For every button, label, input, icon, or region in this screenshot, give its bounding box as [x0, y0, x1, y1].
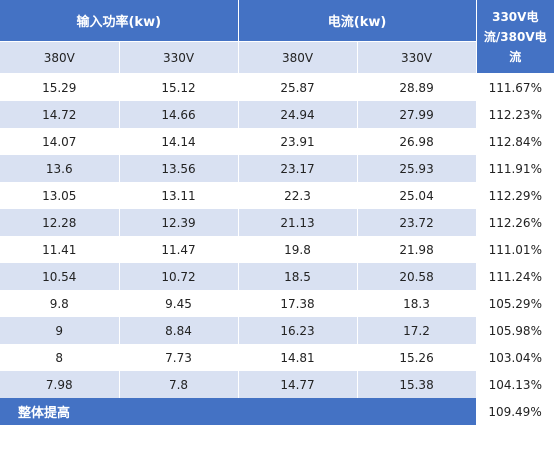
- current-330-cell: 27.99: [357, 101, 477, 128]
- ratio-cell: 103.04%: [476, 344, 554, 371]
- current-380-cell: 21.13: [238, 209, 358, 236]
- power-330-cell: 14.66: [119, 101, 239, 128]
- power-330-cell: 9.45: [119, 290, 239, 317]
- power-current-table: 输入功率(kw) 电流(kw) 330V电流/380V电流 380V 330V …: [0, 0, 554, 425]
- sub-header-current-380: 380V: [238, 41, 358, 74]
- table-row: 14.72 14.66 24.94 27.99 112.23%: [0, 101, 554, 128]
- current-380-cell: 23.91: [238, 128, 358, 155]
- table-row: 8 7.73 14.81 15.26 103.04%: [0, 344, 554, 371]
- current-380-cell: 25.87: [238, 73, 358, 101]
- input-power-header: 输入功率(kw): [0, 0, 239, 42]
- power-380-cell: 7.98: [0, 371, 120, 398]
- power-380-cell: 11.41: [0, 236, 120, 263]
- table-row: 15.29 15.12 25.87 28.89 111.67%: [0, 73, 554, 101]
- table-row: 14.07 14.14 23.91 26.98 112.84%: [0, 128, 554, 155]
- table-row: 9.8 9.45 17.38 18.3 105.29%: [0, 290, 554, 317]
- table-row: 13.05 13.11 22.3 25.04 112.29%: [0, 182, 554, 209]
- current-380-cell: 14.77: [238, 371, 358, 398]
- current-330-cell: 15.26: [357, 344, 477, 371]
- ratio-header: 330V电流/380V电流: [476, 0, 554, 74]
- ratio-cell: 112.26%: [476, 209, 554, 236]
- power-380-cell: 10.54: [0, 263, 120, 290]
- ratio-cell: 104.13%: [476, 371, 554, 398]
- current-330-cell: 18.3: [357, 290, 477, 317]
- current-380-cell: 22.3: [238, 182, 358, 209]
- ratio-cell: 112.29%: [476, 182, 554, 209]
- power-330-cell: 13.11: [119, 182, 239, 209]
- power-380-cell: 13.05: [0, 182, 120, 209]
- current-330-cell: 15.38: [357, 371, 477, 398]
- table-row: 10.54 10.72 18.5 20.58 111.24%: [0, 263, 554, 290]
- summary-label: 整体提高: [0, 398, 477, 425]
- current-380-cell: 17.38: [238, 290, 358, 317]
- current-330-cell: 26.98: [357, 128, 477, 155]
- power-380-cell: 14.07: [0, 128, 120, 155]
- ratio-cell: 111.67%: [476, 73, 554, 101]
- power-330-cell: 7.73: [119, 344, 239, 371]
- power-380-cell: 9: [0, 317, 120, 344]
- power-380-cell: 12.28: [0, 209, 120, 236]
- current-330-cell: 28.89: [357, 73, 477, 101]
- sub-header-current-330: 330V: [357, 41, 477, 74]
- current-330-cell: 21.98: [357, 236, 477, 263]
- power-330-cell: 11.47: [119, 236, 239, 263]
- current-380-cell: 23.17: [238, 155, 358, 182]
- current-330-cell: 17.2: [357, 317, 477, 344]
- power-330-cell: 7.8: [119, 371, 239, 398]
- power-380-cell: 14.72: [0, 101, 120, 128]
- table-row: 12.28 12.39 21.13 23.72 112.26%: [0, 209, 554, 236]
- ratio-cell: 111.24%: [476, 263, 554, 290]
- sub-header-power-330: 330V: [119, 41, 239, 74]
- ratio-cell: 111.01%: [476, 236, 554, 263]
- summary-value: 109.49%: [476, 398, 554, 425]
- ratio-cell: 112.84%: [476, 128, 554, 155]
- power-330-cell: 10.72: [119, 263, 239, 290]
- power-380-cell: 15.29: [0, 73, 120, 101]
- sub-header-power-380: 380V: [0, 41, 120, 74]
- power-380-cell: 13.6: [0, 155, 120, 182]
- current-330-cell: 20.58: [357, 263, 477, 290]
- power-380-cell: 9.8: [0, 290, 120, 317]
- current-380-cell: 16.23: [238, 317, 358, 344]
- power-330-cell: 13.56: [119, 155, 239, 182]
- power-330-cell: 8.84: [119, 317, 239, 344]
- ratio-cell: 105.98%: [476, 317, 554, 344]
- table-row: 7.98 7.8 14.77 15.38 104.13%: [0, 371, 554, 398]
- current-330-cell: 23.72: [357, 209, 477, 236]
- current-380-cell: 14.81: [238, 344, 358, 371]
- ratio-cell: 105.29%: [476, 290, 554, 317]
- current-380-cell: 24.94: [238, 101, 358, 128]
- current-330-cell: 25.93: [357, 155, 477, 182]
- current-380-cell: 18.5: [238, 263, 358, 290]
- table-row: 9 8.84 16.23 17.2 105.98%: [0, 317, 554, 344]
- current-330-cell: 25.04: [357, 182, 477, 209]
- power-330-cell: 12.39: [119, 209, 239, 236]
- ratio-cell: 112.23%: [476, 101, 554, 128]
- power-330-cell: 15.12: [119, 73, 239, 101]
- current-380-cell: 19.8: [238, 236, 358, 263]
- table-body: 15.29 15.12 25.87 28.89 111.67% 14.72 14.66 24.…: [0, 73, 554, 398]
- power-330-cell: 14.14: [119, 128, 239, 155]
- table-row: 13.6 13.56 23.17 25.93 111.91%: [0, 155, 554, 182]
- summary-row: 整体提高 109.49%: [0, 398, 554, 425]
- power-380-cell: 8: [0, 344, 120, 371]
- current-header: 电流(kw): [238, 0, 477, 42]
- ratio-cell: 111.91%: [476, 155, 554, 182]
- table-row: 11.41 11.47 19.8 21.98 111.01%: [0, 236, 554, 263]
